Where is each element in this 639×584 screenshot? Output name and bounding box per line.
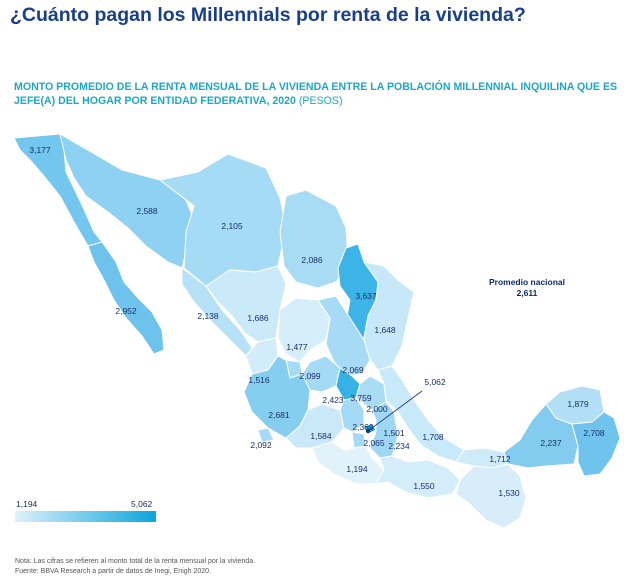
value-label-nayarit: 1,516 <box>248 375 270 385</box>
value-label-estado-de-mexico: 2,369 <box>352 422 374 432</box>
state-guerrero <box>311 441 385 485</box>
legend-min-label: 1,194 <box>16 499 38 509</box>
value-label-tamaulipas: 1,648 <box>374 325 396 335</box>
value-label-jalisco: 2,681 <box>268 410 290 420</box>
value-label-quintana-roo: 2,708 <box>583 428 605 438</box>
cdmx-callout-line <box>367 390 423 432</box>
value-label-zacatecas: 1,477 <box>286 342 308 352</box>
value-label-yucatan: 1,879 <box>567 399 589 409</box>
page-title: ¿Cuánto pagan los Millennials por renta … <box>10 4 526 26</box>
state-san-luis-potosi <box>317 295 371 377</box>
state-estado-de-mexico <box>339 397 365 433</box>
value-label-puebla: 2,234 <box>388 441 410 451</box>
state-durango <box>205 265 287 343</box>
state-colima <box>257 427 275 443</box>
state-coahuila <box>279 189 349 289</box>
national-average: Promedio nacional 2,611 <box>472 277 582 299</box>
value-label-aguascalientes: 2,099 <box>299 371 321 381</box>
value-label-chiapas: 1,530 <box>498 488 520 498</box>
value-label-queretaro: 3,759 <box>350 393 372 403</box>
value-label-oaxaca: 1,550 <box>413 481 435 491</box>
legend-color-scale <box>15 511 156 522</box>
footnotes: Nota: Las cifras se refieren al monto to… <box>15 557 255 577</box>
state-baja-california-sur <box>87 241 165 355</box>
value-label-nuevo-leon: 3,637 <box>355 291 377 301</box>
value-label-sinaloa: 2,138 <box>197 311 219 321</box>
value-label-guerrero: 1,194 <box>346 464 368 474</box>
value-label-baja-california: 3,177 <box>29 145 51 155</box>
state-zacatecas <box>277 297 331 363</box>
state-jalisco <box>243 355 311 439</box>
value-label-veracruz: 1,708 <box>422 432 444 442</box>
value-label-cdmx: 5,062 <box>424 377 446 387</box>
footnote-source: Fuente: BBVA Research a partir de datos … <box>15 568 211 575</box>
value-label-guanajuato: 2,423 <box>322 395 344 405</box>
state-oaxaca <box>375 455 461 499</box>
legend-max-label: 5,062 <box>131 499 153 509</box>
value-label-durango: 1,686 <box>247 313 269 323</box>
state-quintana-roo <box>571 411 621 477</box>
state-sonora <box>59 133 195 269</box>
value-label-tlaxcala: 1,501 <box>383 428 405 438</box>
national-average-value: 2,611 <box>516 288 538 298</box>
map-states <box>13 133 621 529</box>
value-label-campeche: 2,237 <box>540 438 562 448</box>
state-value-labels: 3,177 2,588 2,105 2,952 2,086 3,637 2,13… <box>29 145 605 498</box>
cdmx-marker <box>365 428 371 434</box>
map-subtitle: MONTO PROMEDIO DE LA RENTA MENSUAL DE LA… <box>14 80 624 108</box>
value-label-baja-california-sur: 2,952 <box>115 306 137 316</box>
state-chiapas <box>455 463 527 529</box>
value-label-michoacan: 1,584 <box>310 431 332 441</box>
value-label-hidalgo: 2,000 <box>366 404 388 414</box>
subtitle-unit: (PESOS) <box>298 95 343 107</box>
footnote-note: Nota: Las cifras se refieren al monto to… <box>15 558 256 565</box>
value-label-chihuahua: 2,105 <box>221 221 243 231</box>
value-label-morelos: 2,065 <box>363 438 385 448</box>
national-average-label: Promedio nacional <box>488 277 566 287</box>
value-label-tabasco: 1,712 <box>489 454 511 464</box>
value-label-san-luis-potosi: 2,069 <box>342 365 364 375</box>
value-label-colima: 2,092 <box>250 440 272 450</box>
value-label-sonora: 2,588 <box>136 206 158 216</box>
subtitle-text: MONTO PROMEDIO DE LA RENTA MENSUAL DE LA… <box>14 81 618 107</box>
value-label-coahuila: 2,086 <box>301 255 323 265</box>
